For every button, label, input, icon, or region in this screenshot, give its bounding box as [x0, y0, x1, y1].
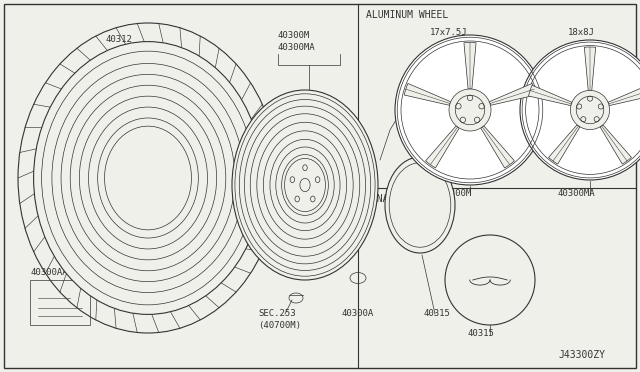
Text: 40300AA: 40300AA: [30, 268, 68, 277]
Text: J43300ZY: J43300ZY: [558, 350, 605, 360]
Polygon shape: [529, 85, 572, 106]
Text: 40300A: 40300A: [342, 309, 374, 318]
Polygon shape: [490, 83, 536, 105]
Text: (40700M): (40700M): [258, 321, 301, 330]
Text: ALUMINUM WHEEL: ALUMINUM WHEEL: [366, 10, 448, 20]
Polygon shape: [548, 125, 580, 164]
Text: 40300MA: 40300MA: [278, 43, 316, 52]
Text: ORNAMENT: ORNAMENT: [366, 194, 413, 204]
Circle shape: [395, 35, 545, 185]
Polygon shape: [464, 42, 476, 89]
Text: 40300M: 40300M: [278, 31, 310, 40]
Polygon shape: [426, 126, 460, 168]
Text: 40300M: 40300M: [440, 189, 472, 198]
Text: 40224: 40224: [396, 105, 423, 114]
Polygon shape: [600, 125, 632, 164]
Ellipse shape: [104, 126, 191, 230]
Ellipse shape: [289, 293, 303, 303]
Circle shape: [520, 40, 640, 180]
Text: 40300MA: 40300MA: [558, 189, 596, 198]
Text: 40312: 40312: [105, 35, 132, 44]
Ellipse shape: [350, 273, 366, 283]
Circle shape: [570, 90, 609, 129]
Ellipse shape: [34, 42, 262, 314]
Text: SEC.253: SEC.253: [258, 309, 296, 318]
Polygon shape: [584, 47, 596, 90]
Ellipse shape: [232, 90, 378, 280]
Text: 40315: 40315: [468, 329, 495, 338]
Polygon shape: [404, 83, 451, 105]
Polygon shape: [608, 85, 640, 106]
Text: 40315: 40315: [424, 309, 451, 318]
Circle shape: [445, 235, 535, 325]
Circle shape: [449, 89, 491, 131]
Text: 18x8J: 18x8J: [568, 28, 595, 37]
Ellipse shape: [285, 158, 325, 212]
Text: 17x7.5J: 17x7.5J: [430, 28, 468, 37]
Ellipse shape: [385, 157, 455, 253]
Bar: [30, 280, 90, 325]
Polygon shape: [481, 126, 515, 168]
